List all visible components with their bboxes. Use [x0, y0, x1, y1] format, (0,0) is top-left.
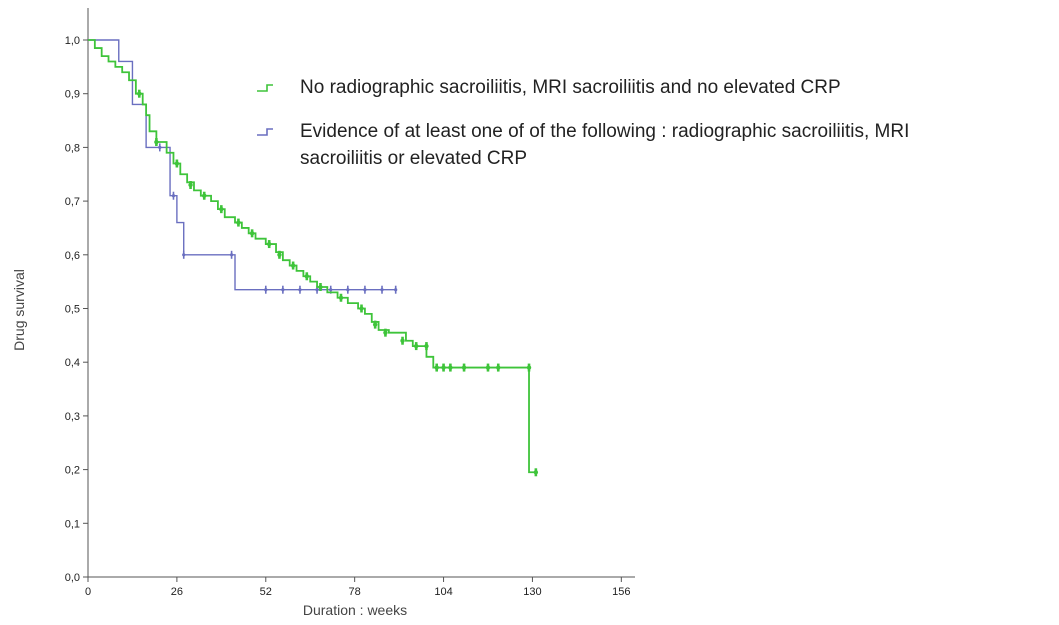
censor-point [485, 365, 491, 370]
censor-point [359, 306, 364, 311]
censor-point [329, 288, 333, 292]
y-tick-label: 0,8 [65, 142, 80, 154]
y-tick-label: 0,2 [65, 465, 80, 477]
series-2-line [88, 39, 396, 291]
censor-point [277, 252, 282, 257]
y-tick-label: 0,6 [65, 250, 80, 262]
legend-label: No radiographic sacroiliitis, MRI sacroi… [300, 77, 841, 98]
censor-point [158, 145, 162, 149]
x-tick-label: 0 [85, 586, 91, 598]
censor-point [315, 288, 319, 292]
censor-point [346, 288, 350, 292]
censor-point [496, 365, 501, 370]
censor-point [236, 220, 241, 225]
censor-point [174, 161, 180, 166]
series-2 [88, 39, 398, 294]
legend-item-2: Evidence of at least one of of the follo… [257, 121, 909, 169]
y-tick-label: 1,0 [65, 35, 80, 47]
censor-point [414, 343, 419, 349]
censor-point [448, 365, 453, 370]
censor-point [219, 206, 224, 212]
series-1-line [88, 39, 536, 474]
x-tick-label: 130 [523, 586, 541, 598]
censor-point [188, 182, 193, 188]
x-tick-label: 104 [434, 586, 452, 598]
series-1 [88, 39, 539, 477]
censor-point [304, 274, 309, 279]
censor-point [383, 330, 388, 335]
y-tick-label: 0,3 [65, 411, 80, 423]
censor-point [298, 288, 302, 292]
censor-point [281, 288, 285, 292]
y-tick-label: 0,9 [65, 89, 80, 101]
y-tick-label: 0,5 [65, 304, 80, 316]
censor-point [394, 288, 398, 292]
censor-point [137, 91, 142, 96]
censor-point [400, 338, 405, 343]
y-axis-label: Drug survival [11, 269, 27, 351]
censor-point [182, 253, 186, 257]
censor-point [372, 322, 378, 327]
censor-point [171, 194, 176, 198]
censor-point [202, 193, 207, 198]
censor-point [290, 263, 296, 268]
axes [87, 8, 635, 578]
censor-point [526, 365, 532, 370]
censor-point [229, 253, 234, 257]
censor-point [338, 295, 344, 300]
y-tick-label: 0,1 [65, 518, 80, 530]
x-tick-label: 26 [171, 586, 183, 598]
censor-point [249, 231, 255, 236]
censor-point [424, 343, 429, 349]
x-tick-label: 78 [349, 586, 361, 598]
censor-point [434, 365, 439, 370]
censor-point [380, 288, 384, 292]
series-layer [88, 39, 539, 477]
legend-swatch [257, 128, 273, 136]
censor-point [533, 470, 539, 475]
censor-point [363, 288, 367, 292]
legend: No radiographic sacroiliitis, MRI sacroi… [257, 77, 909, 169]
x-tick-label: 156 [612, 586, 630, 598]
censor-point [264, 288, 268, 292]
censor-point [266, 241, 272, 247]
legend-swatch [257, 84, 273, 92]
x-tick-label: 52 [260, 586, 272, 598]
y-tick-label: 0,0 [65, 572, 80, 584]
censor-point [154, 139, 159, 145]
censor-point [461, 365, 467, 370]
censor-point [441, 365, 446, 370]
x-axis-label: Duration : weeks [303, 602, 407, 618]
legend-label: Evidence of at least one of of the follo… [300, 121, 909, 169]
y-tick-label: 0,7 [65, 196, 80, 208]
legend-item-1: No radiographic sacroiliitis, MRI sacroi… [257, 77, 841, 98]
y-tick-label: 0,4 [65, 357, 80, 369]
axis-ticks: 0,0 0,1 0,2 0,3 0,4 0,5 0,6 0,7 0,8 0,9 1,0 0 26 52 78… [65, 35, 631, 598]
censor-point [318, 284, 323, 290]
